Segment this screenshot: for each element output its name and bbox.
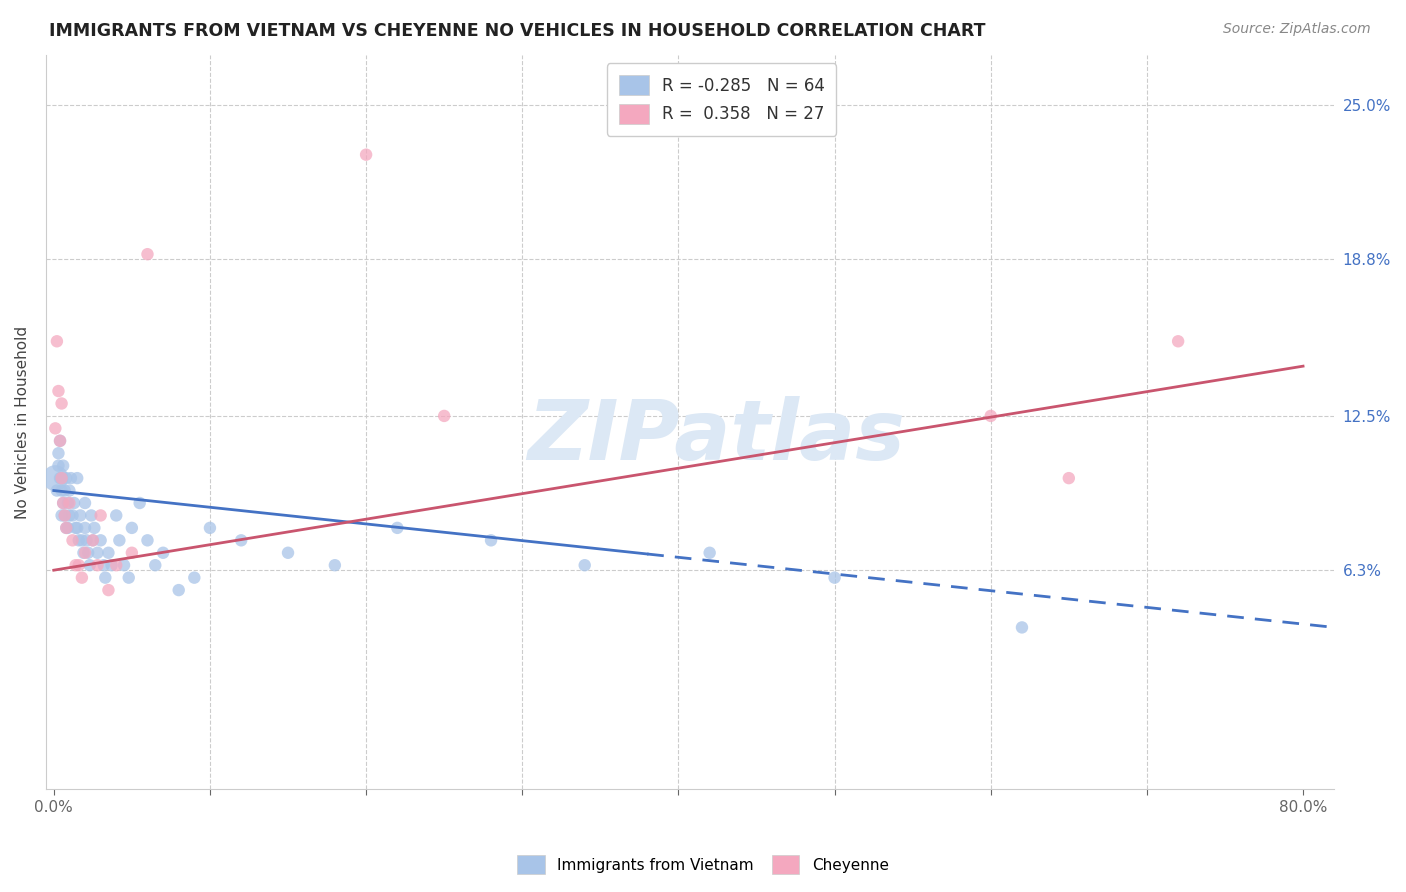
Point (980, 409, 1002, 423)
Point (65, 558, 87, 573)
Point (58, 508, 80, 523)
Point (277, 546, 299, 560)
Point (58, 496, 80, 510)
Point (48, 446, 70, 460)
Point (136, 247, 159, 261)
Point (86, 558, 108, 573)
Point (77, 546, 100, 560)
Point (59, 471, 82, 485)
Point (82, 533, 104, 548)
Point (52, 496, 75, 510)
Point (479, 533, 502, 548)
Point (52, 458, 75, 473)
Point (45, 334, 67, 349)
Point (73, 521, 96, 535)
Point (63, 496, 86, 510)
Point (93, 558, 115, 573)
Point (433, 409, 456, 423)
Point (55, 521, 77, 535)
Point (44, 471, 66, 485)
Point (152, 546, 174, 560)
Point (86, 546, 108, 560)
Point (73, 546, 96, 560)
Point (67, 533, 90, 548)
Point (49, 471, 72, 485)
Point (51, 483, 73, 498)
Point (62, 533, 84, 548)
Point (1057, 471, 1080, 485)
Point (48, 384, 70, 398)
Point (66, 471, 89, 485)
Text: ZIPatlas: ZIPatlas (527, 396, 905, 477)
Point (69, 508, 91, 523)
Point (143, 558, 166, 573)
Point (44, 421, 66, 435)
Point (76, 533, 98, 548)
Point (108, 533, 131, 548)
Point (94, 571, 117, 585)
Point (55, 471, 77, 485)
Point (167, 583, 190, 598)
Point (118, 571, 141, 585)
Y-axis label: No Vehicles in Household: No Vehicles in Household (15, 326, 30, 519)
Point (48, 458, 70, 473)
Point (49, 434, 72, 448)
Point (82, 533, 104, 548)
Point (52, 496, 75, 510)
Point (53, 508, 76, 523)
Legend: Immigrants from Vietnam, Cheyenne: Immigrants from Vietnam, Cheyenne (512, 849, 894, 880)
Point (53, 508, 76, 523)
Point (112, 558, 135, 573)
Point (90, 508, 112, 523)
Point (58, 483, 80, 498)
Point (128, 496, 150, 510)
Point (70, 533, 93, 548)
Point (1011, 620, 1033, 634)
Point (90, 533, 112, 548)
Point (51, 471, 73, 485)
Point (51, 508, 73, 523)
Point (97, 546, 120, 560)
Point (73, 496, 96, 510)
Point (231, 533, 253, 548)
Point (70, 571, 93, 585)
Point (105, 508, 128, 523)
Point (198, 521, 221, 535)
Point (387, 521, 409, 535)
Point (66, 521, 89, 535)
Point (1167, 334, 1189, 349)
Point (72, 546, 94, 560)
Point (574, 558, 596, 573)
Point (121, 546, 143, 560)
Point (67, 558, 90, 573)
Point (53, 483, 76, 498)
Legend: R = -0.285   N = 64, R =  0.358   N = 27: R = -0.285 N = 64, R = 0.358 N = 27 (607, 63, 837, 136)
Point (49, 434, 72, 448)
Point (183, 571, 205, 585)
Point (136, 533, 159, 548)
Point (100, 558, 122, 573)
Text: IMMIGRANTS FROM VIETNAM VS CHEYENNE NO VEHICLES IN HOUSEHOLD CORRELATION CHART: IMMIGRANTS FROM VIETNAM VS CHEYENNE NO V… (49, 22, 986, 40)
Point (699, 546, 721, 560)
Point (55, 521, 77, 535)
Point (105, 558, 128, 573)
Point (97, 583, 120, 598)
Point (354, 147, 377, 161)
Point (45, 483, 67, 498)
Point (65, 521, 87, 535)
Point (121, 521, 143, 535)
Point (323, 558, 346, 573)
Point (79, 558, 101, 573)
Point (824, 571, 846, 585)
Point (51, 396, 73, 410)
Text: Source: ZipAtlas.com: Source: ZipAtlas.com (1223, 22, 1371, 37)
Point (56, 496, 79, 510)
Point (51, 471, 73, 485)
Point (80, 508, 103, 523)
Point (62, 508, 84, 523)
Point (83, 521, 105, 535)
Point (56, 521, 79, 535)
